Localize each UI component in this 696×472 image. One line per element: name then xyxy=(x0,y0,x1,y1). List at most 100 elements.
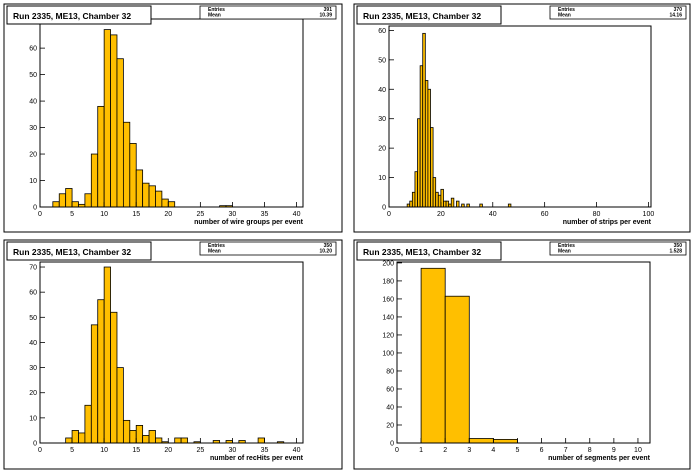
y-tick-label: 20 xyxy=(386,422,394,429)
chart-title: Run 2335, ME13, Chamber 32 xyxy=(13,11,131,21)
x-tick-label: 30 xyxy=(229,211,237,218)
y-tick-label: 50 xyxy=(29,315,37,322)
x-tick-label: 9 xyxy=(612,447,616,454)
histogram-bar xyxy=(71,430,79,444)
stats-value: 370 xyxy=(674,7,683,13)
x-tick-label: 1 xyxy=(419,447,423,454)
stats-box xyxy=(199,5,337,20)
histogram-bar xyxy=(90,324,99,444)
stats-box xyxy=(199,241,337,256)
title-box xyxy=(6,5,152,25)
y-tick-label: 0 xyxy=(33,441,37,448)
histogram-bar xyxy=(97,299,105,444)
plot-frame xyxy=(396,261,651,444)
y-tick-label: 80 xyxy=(386,368,394,375)
histogram-bar xyxy=(110,311,118,444)
histogram-bar xyxy=(180,437,188,444)
histogram-bar xyxy=(116,367,124,444)
y-tick-label: 20 xyxy=(378,146,386,153)
histogram-bar xyxy=(135,425,144,444)
histogram-bar xyxy=(116,58,124,208)
x-tick-label: 5 xyxy=(70,211,74,218)
histogram-bar xyxy=(167,201,176,208)
stats-box xyxy=(549,5,687,20)
histogram-bar xyxy=(444,295,470,444)
pad-frame xyxy=(353,3,691,233)
plot-frame xyxy=(388,25,652,208)
x-tick-label: 4 xyxy=(491,447,495,454)
histogram-bar xyxy=(174,437,182,444)
y-tick-label: 60 xyxy=(29,290,37,297)
stats-value: 1.528 xyxy=(669,249,682,255)
plot-frame xyxy=(39,261,304,444)
x-tick-label: 6 xyxy=(540,447,544,454)
x-tick-label: 5 xyxy=(516,447,520,454)
x-tick-label: 0 xyxy=(38,447,42,454)
x-tick-label: 0 xyxy=(395,447,399,454)
histogram-bar xyxy=(161,198,169,208)
histogram-bar xyxy=(84,404,92,444)
x-tick-label: 0 xyxy=(387,211,391,218)
x-tick-label: 7 xyxy=(564,447,568,454)
stats-value: 391 xyxy=(324,7,333,13)
stats-label: Mean xyxy=(208,249,221,255)
y-tick-label: 40 xyxy=(378,87,386,94)
histogram-bar xyxy=(142,182,150,208)
y-tick-label: 40 xyxy=(386,404,394,411)
y-tick-label: 10 xyxy=(29,415,37,422)
histogram-bar xyxy=(122,419,131,444)
x-tick-label: 5 xyxy=(70,447,74,454)
y-tick-label: 50 xyxy=(378,57,386,64)
x-tick-label: 15 xyxy=(132,447,140,454)
histogram-bar xyxy=(456,200,460,208)
histogram-bar xyxy=(492,438,518,444)
histogram-bar xyxy=(122,121,131,208)
stats-label: Entries xyxy=(208,243,225,249)
y-tick-label: 30 xyxy=(29,125,37,132)
y-tick-label: 200 xyxy=(382,260,394,267)
title-box xyxy=(6,241,152,261)
histogram-bar xyxy=(155,437,163,444)
histogram-bar xyxy=(78,432,86,444)
y-tick-label: 100 xyxy=(382,350,394,357)
y-tick-label: 20 xyxy=(29,152,37,159)
x-axis-label: number of wire groups per event xyxy=(194,219,304,226)
chart-title: Run 2335, ME13, Chamber 32 xyxy=(13,247,131,257)
histogram-bar xyxy=(103,266,111,444)
y-tick-label: 0 xyxy=(382,205,386,212)
y-tick-label: 10 xyxy=(29,178,37,185)
x-tick-label: 8 xyxy=(588,447,592,454)
y-tick-label: 70 xyxy=(29,265,37,272)
x-tick-label: 40 xyxy=(489,211,497,218)
histogram-bar xyxy=(52,201,60,208)
histogram-bar xyxy=(129,430,137,444)
histogram-bar xyxy=(148,185,156,208)
y-tick-label: 0 xyxy=(33,205,37,212)
chart-title: Run 2335, ME13, Chamber 32 xyxy=(363,247,481,257)
stats-label: Entries xyxy=(558,243,575,249)
histogram-bar xyxy=(129,143,137,208)
x-tick-label: 25 xyxy=(196,211,204,218)
histogram-bar xyxy=(71,201,79,208)
y-tick-label: 180 xyxy=(382,278,394,285)
pad-frame xyxy=(353,239,691,470)
histogram-bar xyxy=(58,193,67,208)
x-tick-label: 60 xyxy=(541,211,549,218)
y-tick-label: 40 xyxy=(29,340,37,347)
histogram-bar xyxy=(97,105,105,208)
stats-value: 350 xyxy=(674,243,683,249)
pad-segments: 0 1 2 3 4 5 6 7 8 9 10020406080100120140160180200n… xyxy=(353,239,691,470)
x-tick-label: 25 xyxy=(196,447,204,454)
histogram-bar xyxy=(420,267,446,444)
y-tick-label: 10 xyxy=(378,175,386,182)
x-tick-label: 0 xyxy=(38,211,42,218)
x-tick-label: 10 xyxy=(100,211,108,218)
histogram-bar xyxy=(90,153,99,208)
histogram-bar xyxy=(84,193,92,208)
x-tick-label: 10 xyxy=(634,447,642,454)
stats-value: 350 xyxy=(324,243,333,249)
stats-label: Mean xyxy=(558,249,571,255)
stats-label: Mean xyxy=(558,13,571,19)
